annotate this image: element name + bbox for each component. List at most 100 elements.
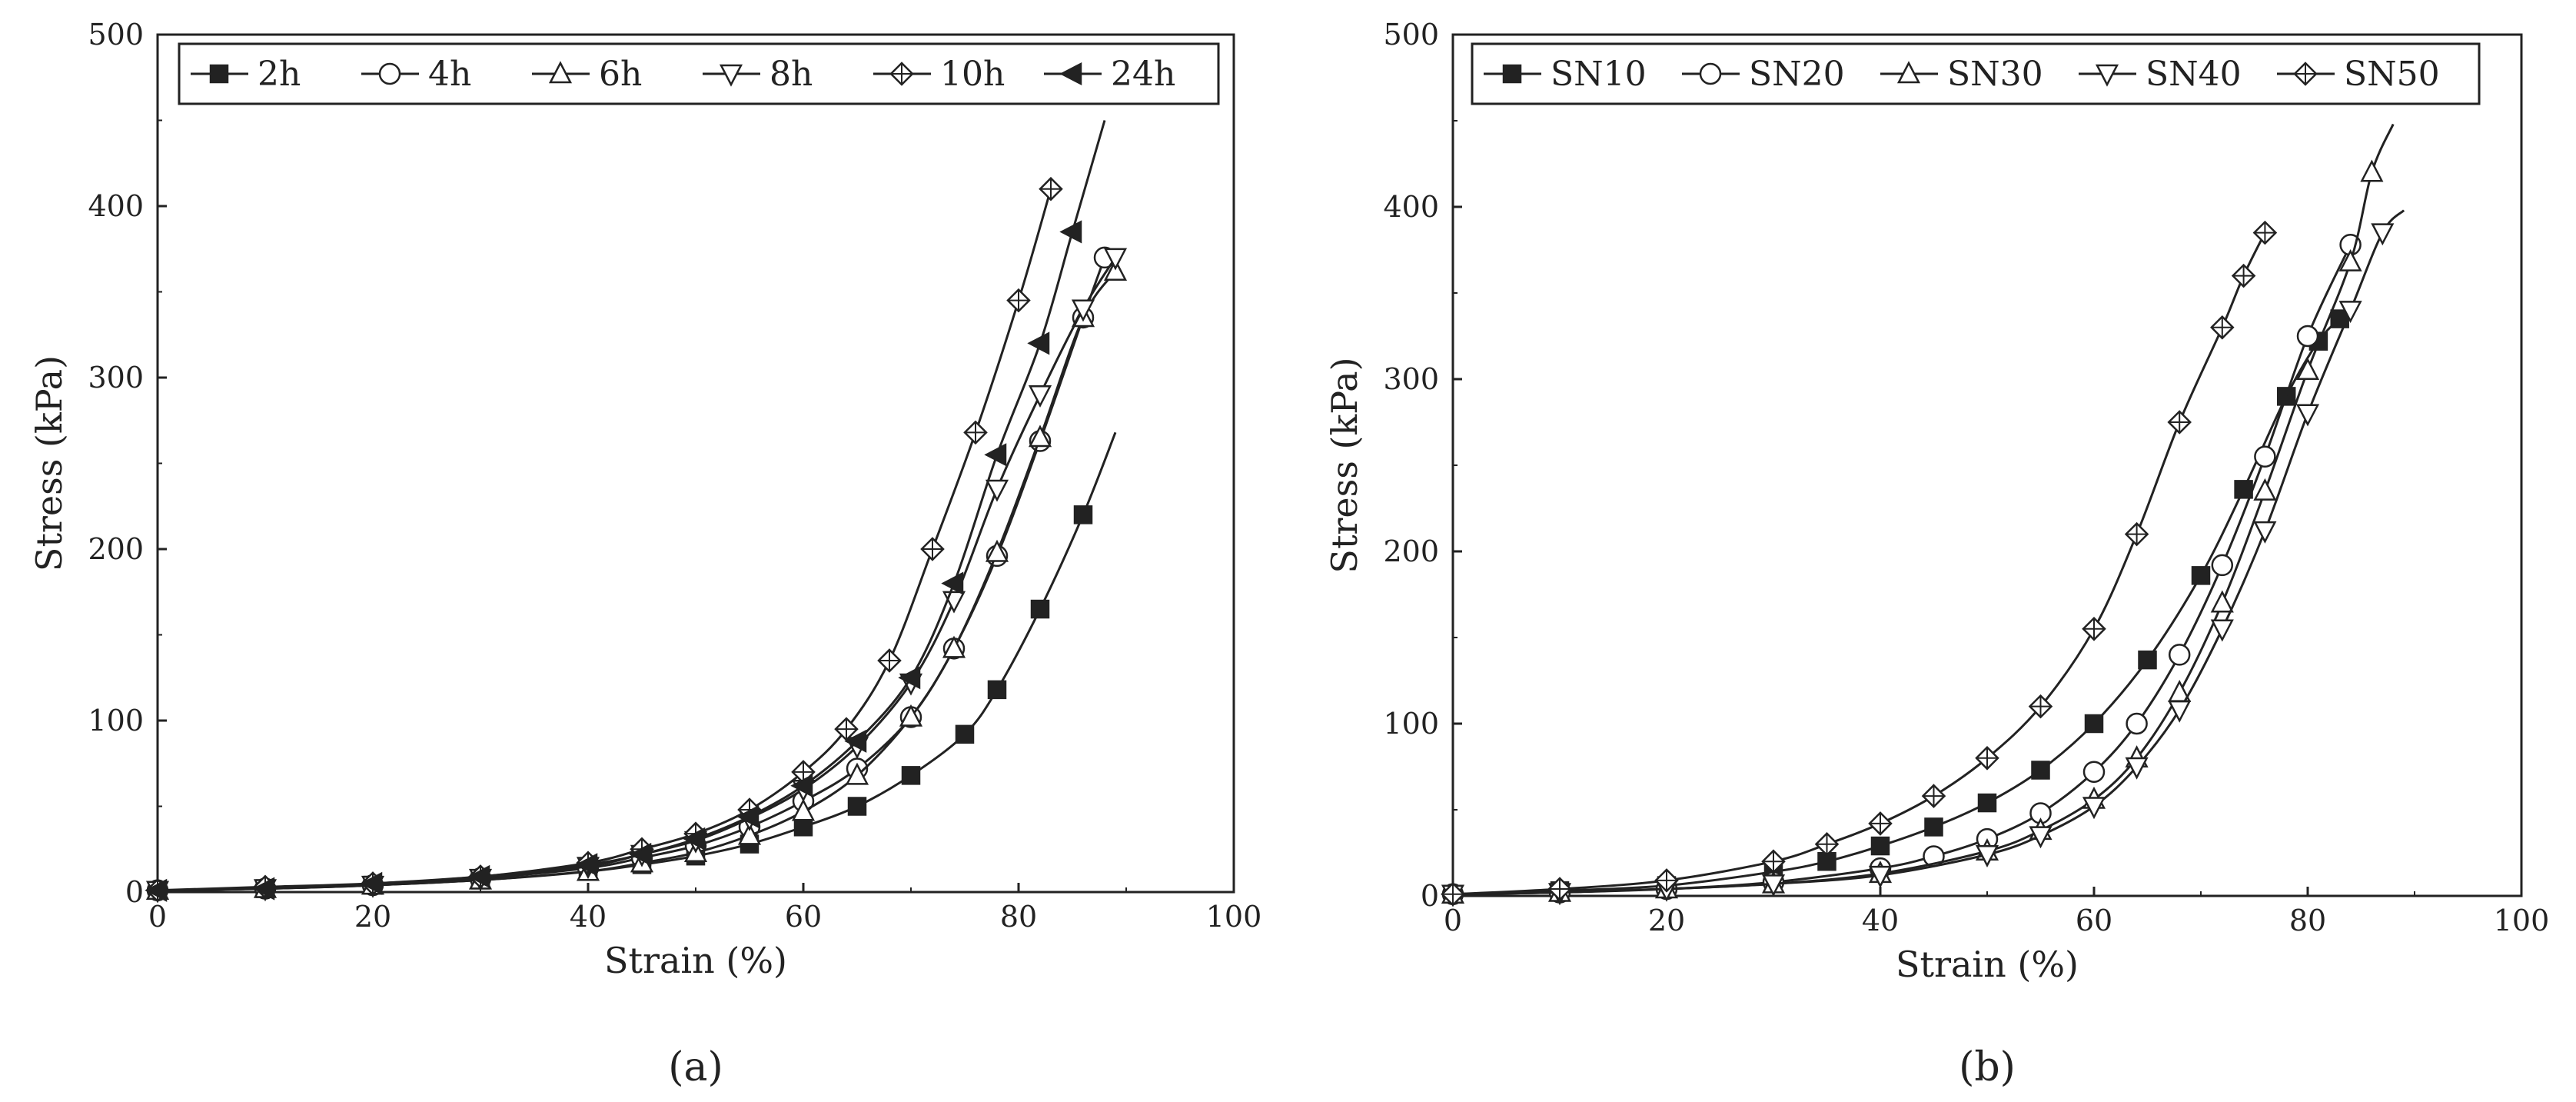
- x-axis-title: Strain (%): [604, 940, 787, 981]
- data-point: [1028, 385, 1052, 408]
- y-tick-label: 0: [125, 875, 144, 909]
- data-point: [2253, 478, 2277, 501]
- data-point: [1103, 248, 1128, 271]
- data-point: [2211, 554, 2234, 577]
- legend-marker: [1896, 61, 1921, 84]
- data-point: [1870, 836, 1890, 856]
- series-line: [1452, 231, 2266, 896]
- data-point: [987, 680, 1007, 700]
- series-4h: [146, 246, 1116, 902]
- data-point: [901, 766, 921, 785]
- data-point: [2338, 248, 2362, 271]
- data-point: [2210, 590, 2234, 613]
- data-point: [683, 827, 706, 851]
- data-point: [252, 877, 275, 901]
- y-tick-label: 200: [1383, 534, 1439, 568]
- legend-marker: [378, 62, 401, 85]
- data-point: [360, 871, 383, 895]
- y-tick-label: 100: [1383, 707, 1439, 741]
- panel-caption: (b): [1959, 1044, 2016, 1090]
- series-8h: [145, 248, 1128, 904]
- data-point: [467, 864, 490, 888]
- data-point: [899, 704, 923, 727]
- data-point: [790, 774, 813, 797]
- data-point: [2124, 521, 2149, 547]
- series-2h: [148, 431, 1117, 901]
- data-point: [2231, 263, 2256, 288]
- data-point: [941, 571, 964, 595]
- data-point: [2252, 220, 2278, 245]
- series-line: [1452, 123, 2395, 896]
- data-point: [791, 798, 816, 821]
- legend-item-sn40: SN40: [2079, 55, 2242, 94]
- x-tick-label: 60: [785, 900, 822, 934]
- data-point: [1975, 746, 1999, 771]
- y-tick-label: 100: [88, 704, 144, 737]
- data-point: [1761, 849, 1786, 874]
- data-point: [845, 762, 869, 785]
- legend-item-4h: 4h: [361, 55, 471, 94]
- y-tick-label: 500: [88, 18, 144, 52]
- data-point: [1547, 877, 1572, 901]
- data-point: [2028, 694, 2053, 719]
- legend: SN10 SN20 SN30 SN40 SN50: [1471, 42, 2481, 105]
- data-point: [1073, 505, 1093, 524]
- legend-label: 24h: [1111, 55, 1175, 94]
- data-point: [1924, 817, 1943, 837]
- legend-item-2h: 2h: [191, 55, 301, 94]
- data-point: [877, 648, 902, 673]
- data-point: [985, 539, 1009, 562]
- series-24h: [145, 120, 1106, 902]
- series-line: [157, 270, 1117, 892]
- series-line: [157, 257, 1117, 892]
- legend-marker: [1059, 62, 1082, 86]
- series-10h: [145, 176, 1063, 903]
- series-sn10: [1443, 309, 2349, 904]
- legend-marker: [2095, 64, 2119, 87]
- data-point: [844, 729, 867, 753]
- x-tick-label: 100: [1206, 900, 1262, 934]
- data-point: [736, 804, 760, 828]
- data-point: [737, 822, 762, 845]
- x-tick-label: 40: [570, 900, 607, 934]
- legend-marker: [548, 61, 573, 84]
- series-line: [157, 120, 1106, 892]
- legend-label: SN40: [2146, 55, 2242, 94]
- data-point: [629, 842, 652, 866]
- x-tick-label: 0: [1444, 904, 1462, 937]
- series-line: [157, 188, 1052, 892]
- data-point: [1814, 832, 1840, 857]
- legend-label: 2h: [258, 55, 301, 94]
- legend-label: SN20: [1749, 55, 1845, 94]
- data-point: [2167, 410, 2192, 434]
- legend-marker: [2293, 62, 2318, 86]
- data-point: [2138, 650, 2157, 670]
- legend-box: [1471, 42, 2481, 105]
- data-point: [2191, 566, 2211, 585]
- x-tick-label: 20: [354, 900, 391, 934]
- data-point: [847, 797, 867, 816]
- series-line: [1452, 209, 2405, 896]
- data-point: [2253, 521, 2277, 544]
- series-line: [1452, 318, 2341, 896]
- x-tick-label: 80: [1000, 900, 1037, 934]
- data-point: [834, 717, 859, 741]
- data-point: [2168, 644, 2191, 666]
- legend-item-sn50: SN50: [2277, 55, 2440, 94]
- y-tick-label: 300: [88, 361, 144, 395]
- data-point: [1059, 220, 1082, 244]
- chart-panel-b: 0 20 40 60 80 100 0 100 200 300 400 500 Strain (%) St…: [1324, 18, 2549, 1090]
- data-point: [2338, 301, 2362, 324]
- data-point: [2031, 761, 2050, 780]
- series-sn30: [1441, 123, 2395, 904]
- data-point: [898, 666, 921, 690]
- data-point: [1028, 424, 1052, 448]
- y-tick-label: 0: [1421, 879, 1439, 913]
- data-point: [1071, 299, 1095, 322]
- data-point: [2210, 619, 2234, 642]
- y-axis-title: Stress (kPa): [1324, 357, 1365, 573]
- legend-item-sn30: SN30: [1880, 55, 2043, 94]
- data-point: [793, 817, 813, 837]
- data-point: [2084, 714, 2104, 734]
